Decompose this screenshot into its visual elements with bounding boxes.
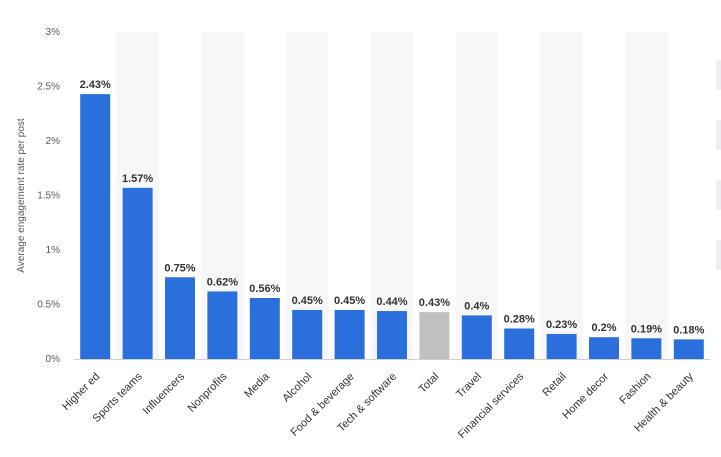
data-label: 0.2% [591,322,616,334]
data-label: 0.23% [546,319,577,331]
column-shade [286,32,329,359]
bar[interactable] [546,333,577,359]
category-label: Nonprofits [186,370,230,414]
data-label: 1.57% [122,173,153,185]
category-label: Higher ed [60,371,102,413]
side-panel-tab[interactable] [716,240,721,270]
bar[interactable] [673,339,704,359]
bar[interactable] [165,277,195,359]
y-tick-label: 3% [46,27,61,38]
bars [80,94,704,359]
side-panel-tab[interactable] [716,180,721,210]
data-labels: 2.43% 1.57% 0.75% 0.62% 0.56% 0.45% 0.45% 0.44%… [80,79,705,336]
y-axis-ticks: 0% 0.5% 1% 1.5% 2% 2.5% 3% [37,27,60,365]
category-label: Home decor [560,370,611,421]
category-label: Travel [454,371,484,401]
data-label: 0.45% [292,295,323,307]
bar[interactable] [419,312,450,359]
category-label: Influencers [141,370,188,417]
bar[interactable] [122,187,153,359]
y-tick-label: 0% [46,354,61,365]
bar[interactable] [377,311,407,359]
bar[interactable] [334,309,365,359]
side-panel-tab[interactable] [716,120,721,150]
column-shade [540,32,583,359]
bar[interactable] [504,328,535,359]
category-label: Total [417,371,442,396]
y-axis-title: Average engagement rate per post [16,118,27,273]
data-label: 0.62% [207,276,238,288]
data-label: 0.44% [376,296,407,308]
bar[interactable] [631,338,662,359]
bar[interactable] [292,309,323,359]
data-label: 0.75% [164,262,195,274]
category-label: Alcohol [280,371,314,405]
y-tick-label: 2.5% [37,82,60,93]
data-label: 0.43% [419,297,450,309]
bar[interactable] [249,297,280,359]
data-label: 2.43% [80,79,111,91]
y-tick-label: 1% [46,245,61,256]
side-panel-tab[interactable] [716,60,721,90]
column-shade [455,32,498,359]
bar[interactable] [461,315,492,359]
y-tick-label: 0.5% [37,300,60,311]
data-label: 0.28% [504,313,535,325]
data-label: 0.45% [334,295,365,307]
data-label: 0.19% [631,323,662,335]
data-label: 0.56% [249,283,280,295]
column-shade [370,32,414,359]
category-label: Media [242,370,272,400]
column-shading [116,32,668,359]
category-label: Fashion [617,371,653,407]
bar[interactable] [589,337,619,359]
y-tick-label: 2% [46,136,61,147]
column-shade [625,32,668,359]
category-label: Retail [540,371,568,399]
data-label: 0.18% [673,324,704,336]
y-tick-label: 1.5% [37,191,60,202]
data-label: 0.4% [464,300,489,312]
bar[interactable] [80,94,111,359]
bar[interactable] [207,291,238,359]
